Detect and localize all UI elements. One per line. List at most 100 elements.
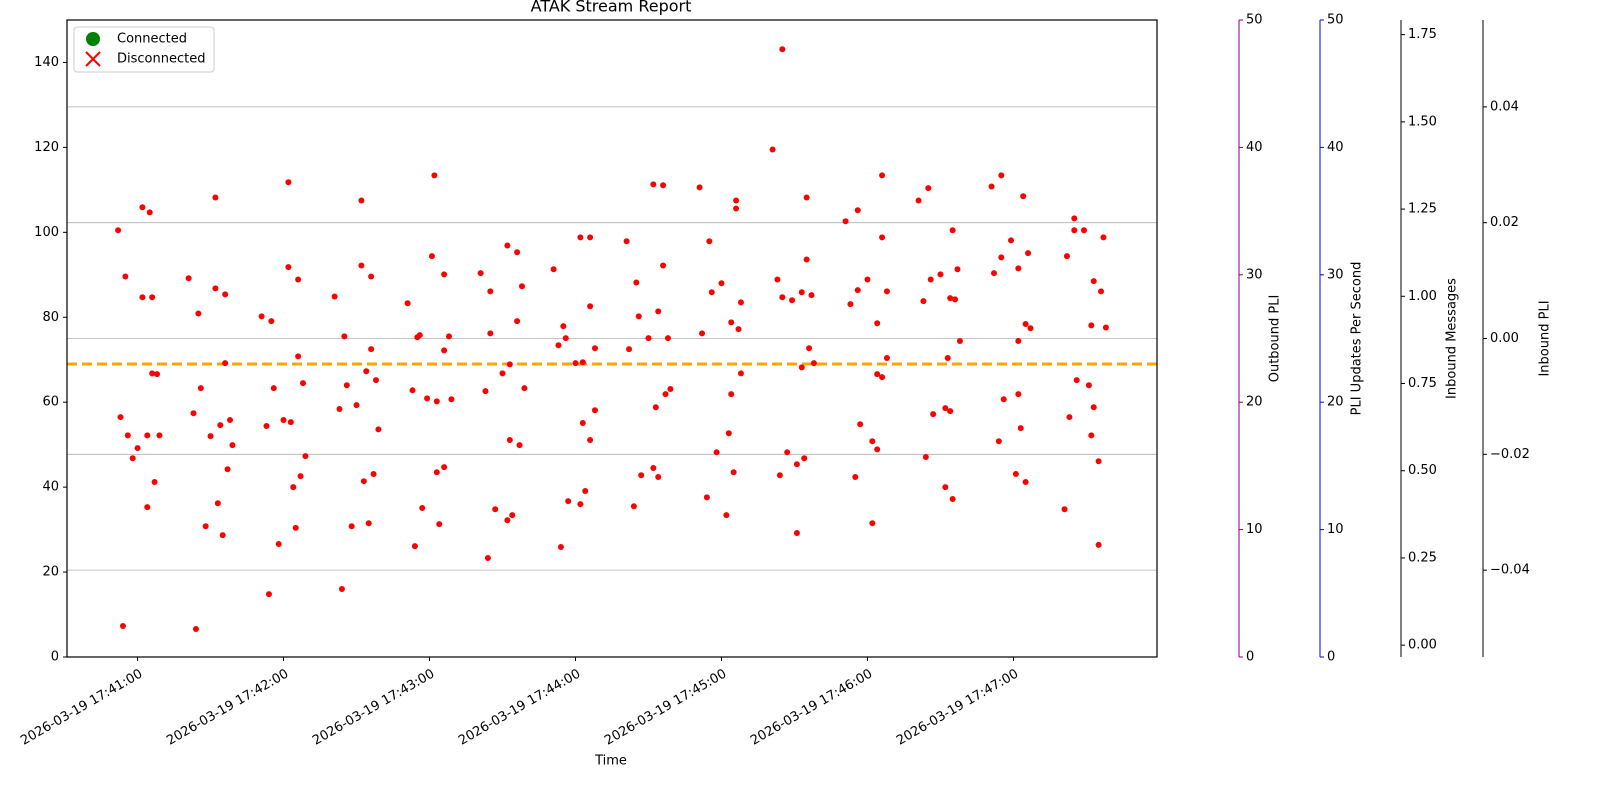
point (1017, 425, 1024, 432)
point (733, 197, 740, 204)
point (295, 276, 302, 283)
y2-tick-label: 0 (1246, 650, 1254, 665)
point (852, 473, 859, 480)
point (920, 298, 927, 305)
point (645, 335, 652, 342)
point (285, 179, 292, 186)
point (550, 266, 557, 273)
point (784, 449, 791, 456)
point (988, 183, 995, 190)
point (149, 370, 156, 377)
point (521, 385, 528, 392)
point (365, 520, 372, 527)
point (591, 407, 598, 414)
point (633, 279, 640, 286)
point (798, 289, 805, 296)
legend-box (73, 26, 215, 73)
point (185, 275, 192, 282)
point (1090, 404, 1097, 411)
point (706, 238, 713, 245)
y-tick-label: 40 (42, 480, 59, 495)
point (1061, 506, 1068, 513)
y2-tick-label: 50 (1327, 13, 1344, 28)
point (952, 296, 959, 303)
point (358, 262, 365, 269)
point (947, 295, 954, 302)
point (224, 466, 231, 473)
legend-label: Disconnected (117, 52, 205, 67)
point (565, 498, 572, 505)
point (662, 391, 669, 398)
point (703, 494, 710, 501)
point (998, 172, 1005, 179)
point (1012, 470, 1019, 477)
point (579, 420, 586, 427)
point (927, 276, 934, 283)
point (769, 146, 776, 153)
point (725, 430, 732, 437)
point (942, 405, 949, 412)
point (587, 234, 594, 241)
point (842, 218, 849, 225)
point (212, 194, 219, 201)
point (285, 264, 292, 271)
point (810, 360, 817, 367)
point (883, 355, 890, 362)
point (798, 364, 805, 371)
point (504, 242, 511, 249)
point (404, 300, 411, 307)
point (445, 333, 452, 340)
point (268, 318, 275, 325)
point (626, 346, 633, 353)
point (368, 273, 375, 280)
legend-marker (86, 32, 100, 46)
point (638, 472, 645, 479)
point (793, 529, 800, 536)
point (448, 396, 455, 403)
point (922, 453, 929, 460)
point (944, 355, 951, 362)
point (119, 622, 126, 629)
point (1015, 338, 1022, 345)
point (806, 345, 813, 352)
point (222, 360, 229, 367)
point (557, 544, 564, 551)
point (424, 395, 431, 402)
point (190, 410, 197, 417)
point (217, 422, 224, 429)
point (431, 172, 438, 179)
point (202, 523, 209, 530)
y-tick-label: 80 (42, 310, 59, 325)
point (358, 197, 365, 204)
y2-axis-label: Inbound PLI (1538, 300, 1553, 376)
y2-tick-label: −0.04 (1490, 563, 1530, 578)
y2-tick-label: 10 (1327, 522, 1344, 537)
point (419, 504, 426, 511)
y2-axis-label: Inbound Messages (1445, 278, 1460, 399)
y-tick-label: 20 (42, 565, 59, 580)
point (623, 238, 630, 245)
point (436, 521, 443, 528)
point (192, 625, 199, 632)
point (803, 194, 810, 201)
point (139, 204, 146, 211)
y2-tick-label: 1.50 (1408, 114, 1437, 129)
y-tick-label: 120 (34, 140, 59, 155)
point (925, 185, 932, 192)
point (428, 253, 435, 260)
y2-tick-label: 0.04 (1490, 99, 1519, 114)
point (854, 287, 861, 294)
y2-tick-label: −0.02 (1490, 447, 1530, 462)
point (930, 411, 937, 418)
point (1088, 432, 1095, 439)
point (343, 382, 350, 389)
point (338, 586, 345, 593)
point (506, 436, 513, 443)
point (154, 371, 161, 378)
point (728, 391, 735, 398)
y2-tick-label: 0.75 (1408, 376, 1437, 391)
y2-tick-label: 30 (1246, 267, 1263, 282)
point (630, 503, 637, 510)
point (487, 330, 494, 337)
